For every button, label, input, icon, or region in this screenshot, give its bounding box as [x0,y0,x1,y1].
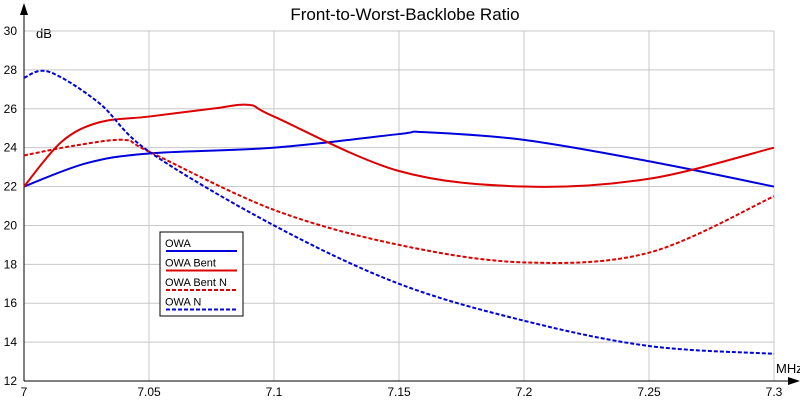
y-tick-label: 12 [4,374,18,388]
y-axis-label: dB [36,26,52,41]
y-tick-label: 24 [4,141,18,155]
legend: OWA OWA Bent OWA Bent N OWA N [159,231,244,317]
series-line-2 [23,103,775,188]
grid [23,30,775,382]
tick-labels: 12 14 16 18 20 22 24 26 28 30 7 7.05 7.1 7.15 7.2 7.25 7… [4,24,783,399]
x-tick-label: 7.05 [137,385,161,399]
series-lines [23,69,775,355]
x-tick-label: 7 [21,385,28,399]
series-line-4 [23,69,775,355]
y-tick-label: 14 [4,335,18,349]
series-line-1 [23,130,775,188]
chart-title: Front-to-Worst-Backlobe Ratio [290,5,519,24]
x-tick-label: 7.3 [766,385,783,399]
legend-label: OWA N [165,297,201,309]
x-tick-label: 7.25 [637,385,661,399]
axes [20,3,800,385]
x-axis-label: MHz [776,361,800,376]
x-axis-arrow [788,377,800,385]
x-tick-label: 7.1 [266,385,283,399]
y-tick-label: 28 [4,63,18,77]
y-tick-label: 26 [4,102,18,116]
legend-box [159,231,244,317]
y-tick-label: 30 [4,24,18,38]
y-tick-label: 22 [4,180,18,194]
y-axis-arrow [20,3,28,15]
x-tick-label: 7.2 [516,385,533,399]
y-tick-label: 20 [4,218,18,232]
legend-label: OWA Bent N [165,277,227,289]
y-tick-label: 16 [4,296,18,310]
series-line-3 [23,138,775,264]
y-tick-label: 18 [4,257,18,271]
legend-label: OWA Bent [165,258,216,270]
x-tick-label: 7.15 [387,385,411,399]
legend-label: OWA [165,238,192,250]
